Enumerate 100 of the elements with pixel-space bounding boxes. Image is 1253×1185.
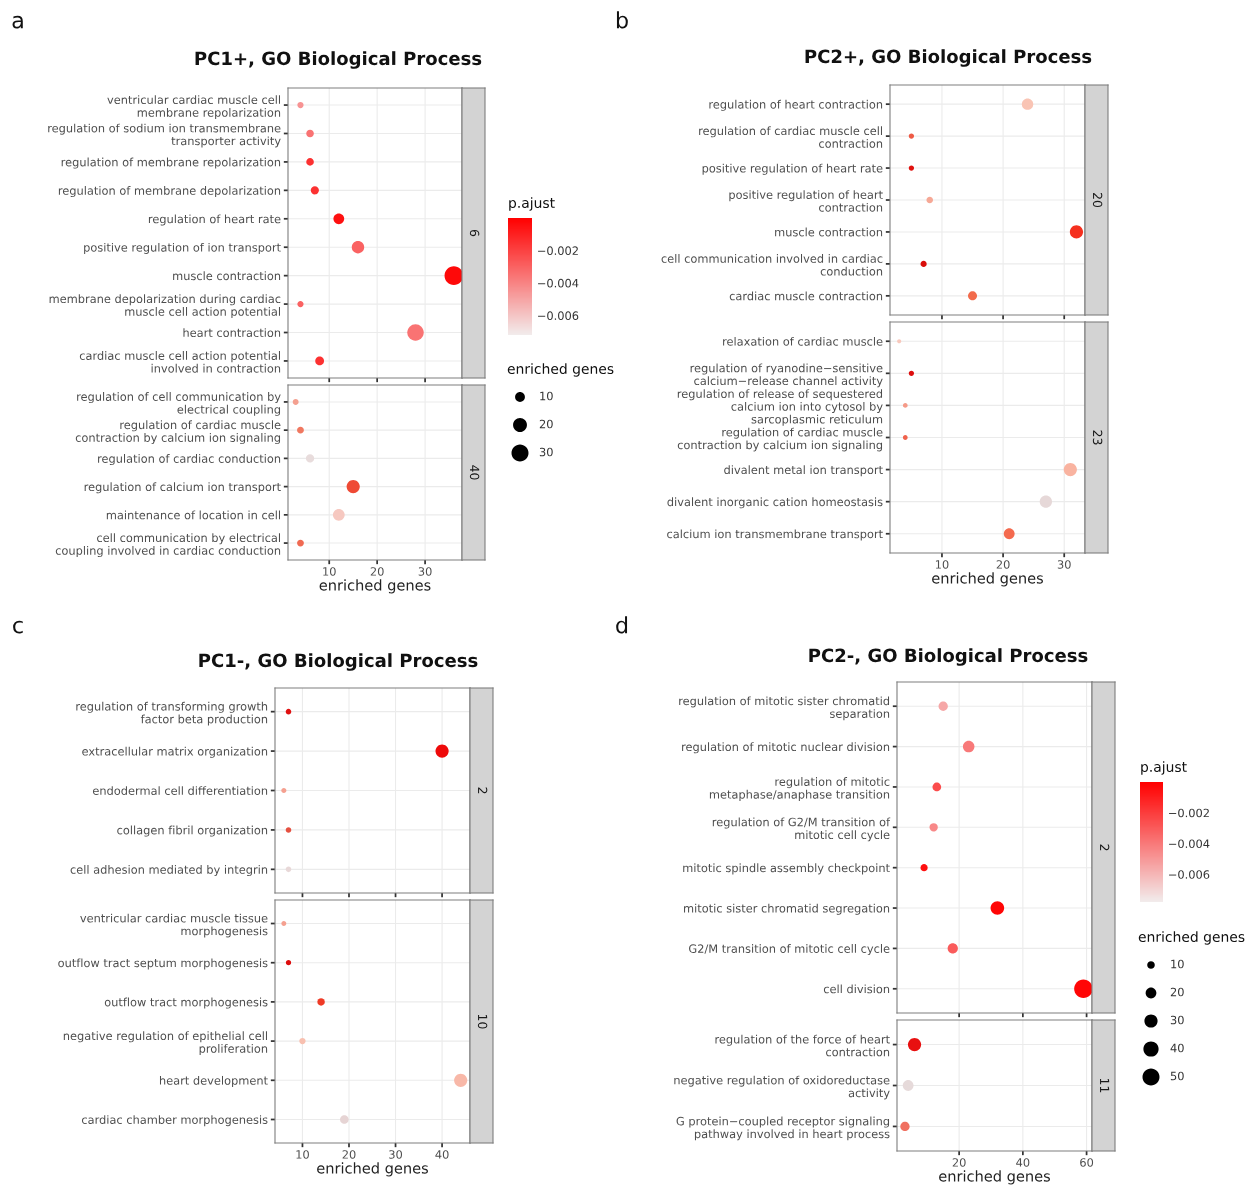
y-tick-label: membrane depolarization during cardiac muscle cell action potential xyxy=(49,294,281,319)
y-tick-label: regulation of mitotic metaphase/anaphase transition xyxy=(709,777,890,801)
y-tick-label: cardiac chamber morphogenesis xyxy=(81,1115,268,1127)
y2-axis-title: 11 xyxy=(1100,1078,1110,1093)
y-tick-label: regulation of mitotic nuclear division xyxy=(682,742,890,754)
y2-axis-title: 20 xyxy=(1092,192,1103,208)
y-tick-label: G2/M transition of mitotic cell cycle xyxy=(689,944,890,956)
x-axis-title: enriched genes xyxy=(319,579,431,594)
y-tick-label: regulation of mitotic sister chromatid separation xyxy=(679,696,890,721)
y-tick-label: regulation of cardiac muscle contraction by calcium ion signaling xyxy=(677,427,883,452)
y2-axis-title: 40 xyxy=(469,465,480,480)
y-tick-label: regulation of heart rate xyxy=(148,214,281,226)
y2-axis-title: 23 xyxy=(1092,430,1103,445)
x-tick-label: 20 xyxy=(370,567,384,576)
y-tick-label: regulation of transforming growth factor beta production xyxy=(76,701,268,726)
chart-title: PC1+, GO Biological Process xyxy=(195,51,482,69)
chart-title: PC2+, GO Biological Process xyxy=(805,49,1092,67)
x-tick-label: 20 xyxy=(342,1150,356,1159)
color-bar-label: −0.004 xyxy=(538,278,579,288)
legend-label: 20 xyxy=(1170,987,1184,997)
y-tick-label: collagen fibril organization xyxy=(117,825,268,837)
y-tick-label: regulation of membrane depolarization xyxy=(58,186,281,198)
text: b xyxy=(616,11,628,29)
x-axis-title: enriched genes xyxy=(317,1162,428,1177)
y-tick-label: positive regulation of ion transport xyxy=(84,242,281,254)
y-tick-label: divalent metal ion transport xyxy=(724,465,883,477)
y-tick-label: regulation of the force of heart contraction xyxy=(715,1034,890,1057)
y-tick-label: cell communication involved in cardiac conduction xyxy=(661,254,883,276)
y-tick-label: mitotic sister chromatid segregation xyxy=(684,903,890,915)
y-tick-label: cell adhesion mediated by integrin xyxy=(70,865,268,877)
y-tick-label: positive regulation of heart rate xyxy=(702,163,883,175)
legend-label: 10 xyxy=(540,391,553,401)
x-tick-label: 20 xyxy=(952,1158,966,1167)
y-tick-label: regulation of heart contraction xyxy=(709,99,883,111)
legend-label: 20 xyxy=(539,419,553,429)
legend-label: 30 xyxy=(1170,1015,1184,1025)
y-tick-label: extracellular matrix organization xyxy=(82,746,268,758)
text: c xyxy=(13,620,23,634)
y-tick-label: muscle contraction xyxy=(775,227,883,237)
y2-axis-title: 10 xyxy=(477,1014,488,1029)
text: a xyxy=(12,15,23,29)
legend-label: 10 xyxy=(1171,959,1184,969)
color-bar-label: −0.006 xyxy=(1169,870,1210,879)
y-tick-label: regulation of cardiac muscle cell contraction xyxy=(699,126,883,148)
y-tick-label: maintenance of location in cell xyxy=(106,510,280,520)
y-tick-label: relaxation of cardiac muscle xyxy=(723,336,883,346)
color-bar-title: p.ajust xyxy=(509,197,555,211)
x-tick-label: 40 xyxy=(435,1150,449,1159)
x-tick-label: 10 xyxy=(935,560,949,569)
y-tick-label: regulation of G2/M transition of mitotic cell cycle xyxy=(712,817,891,842)
y-tick-label: outflow tract septum morphogenesis xyxy=(58,958,268,970)
y-tick-label: ventricular cardiac muscle cell membrane repolarization xyxy=(107,95,281,119)
y2-axis-title: 2 xyxy=(1100,844,1110,851)
y-tick-label: divalent inorganic cation homeostasis xyxy=(667,497,883,509)
x-tick-label: 30 xyxy=(418,567,432,576)
legend-label: 50 xyxy=(1170,1071,1184,1081)
x-tick-label: 30 xyxy=(389,1150,403,1159)
x-tick-label: 60 xyxy=(1080,1158,1094,1167)
color-bar-label: −0.002 xyxy=(538,246,578,255)
y-tick-label: regulation of membrane repolarization xyxy=(61,157,281,169)
x-tick-label: 40 xyxy=(1016,1158,1030,1167)
y-tick-label: calcium ion transmembrane transport xyxy=(667,529,883,541)
x-tick-label: 10 xyxy=(323,567,336,576)
color-bar-label: −0.006 xyxy=(538,311,579,320)
y-tick-label: negative regulation of oxidoreductase activity xyxy=(674,1075,890,1100)
y-tick-label: cardiac muscle contraction xyxy=(729,291,883,301)
y-tick-label: cardiac muscle cell action potential involved in contraction xyxy=(79,351,281,373)
y-tick-label: positive regulation of heart contraction xyxy=(729,190,883,212)
y-tick-label: outflow tract morphogenesis xyxy=(104,997,268,1009)
legend-label: 30 xyxy=(539,447,553,457)
y-tick-label: cell communication by electrical coupling involved in cardiac conduction xyxy=(55,533,281,557)
y-tick-label: muscle contraction xyxy=(173,271,281,281)
y-tick-label: regulation of cardiac conduction xyxy=(98,454,281,466)
y-tick-label: G protein−coupled receptor signaling pathway involved in heart process xyxy=(676,1116,890,1141)
legend-label: 40 xyxy=(1170,1043,1184,1053)
y-tick-label: regulation of calcium ion transport xyxy=(84,482,281,494)
chart-title: PC1-, GO Biological Process xyxy=(199,653,478,671)
y-tick-label: negative regulation of epithelial cell proliferation xyxy=(63,1031,268,1056)
text: d xyxy=(616,616,628,634)
color-bar-label: −0.002 xyxy=(1169,808,1209,818)
y-tick-label: regulation of cardiac muscle contraction by calcium ion signaling xyxy=(75,420,281,445)
x-tick-label: 10 xyxy=(296,1150,309,1159)
y-tick-label: regulation of cell communication by electrical coupling xyxy=(77,392,281,416)
y-tick-label: regulation of sodium ion transmembrane transporter activity xyxy=(48,123,281,148)
y-tick-label: endodermal cell differentiation xyxy=(92,786,268,795)
x-axis-title: enriched genes xyxy=(932,572,1043,587)
y2-axis-title: 6 xyxy=(469,229,480,237)
y2-axis-title: 2 xyxy=(478,787,488,794)
legend-title: enriched genes xyxy=(1138,931,1245,945)
x-tick-label: 20 xyxy=(996,560,1010,569)
color-bar-label: −0.004 xyxy=(1169,839,1210,849)
y-tick-label: regulation of ryanodine−sensitive calcium−release channel activity xyxy=(690,363,883,388)
y-tick-label: cell division xyxy=(823,984,890,994)
x-axis-title: enriched genes xyxy=(939,1170,1050,1185)
x-tick-label: 30 xyxy=(1057,560,1071,569)
chart-title: PC2-, GO Biological Process xyxy=(809,648,1088,666)
y-tick-label: mitotic spindle assembly checkpoint xyxy=(683,863,890,875)
y-tick-label: ventricular cardiac muscle tissue morphogenesis xyxy=(80,913,268,938)
y-tick-label: heart development xyxy=(159,1075,268,1087)
color-bar-title: p.ajust xyxy=(1141,761,1187,775)
